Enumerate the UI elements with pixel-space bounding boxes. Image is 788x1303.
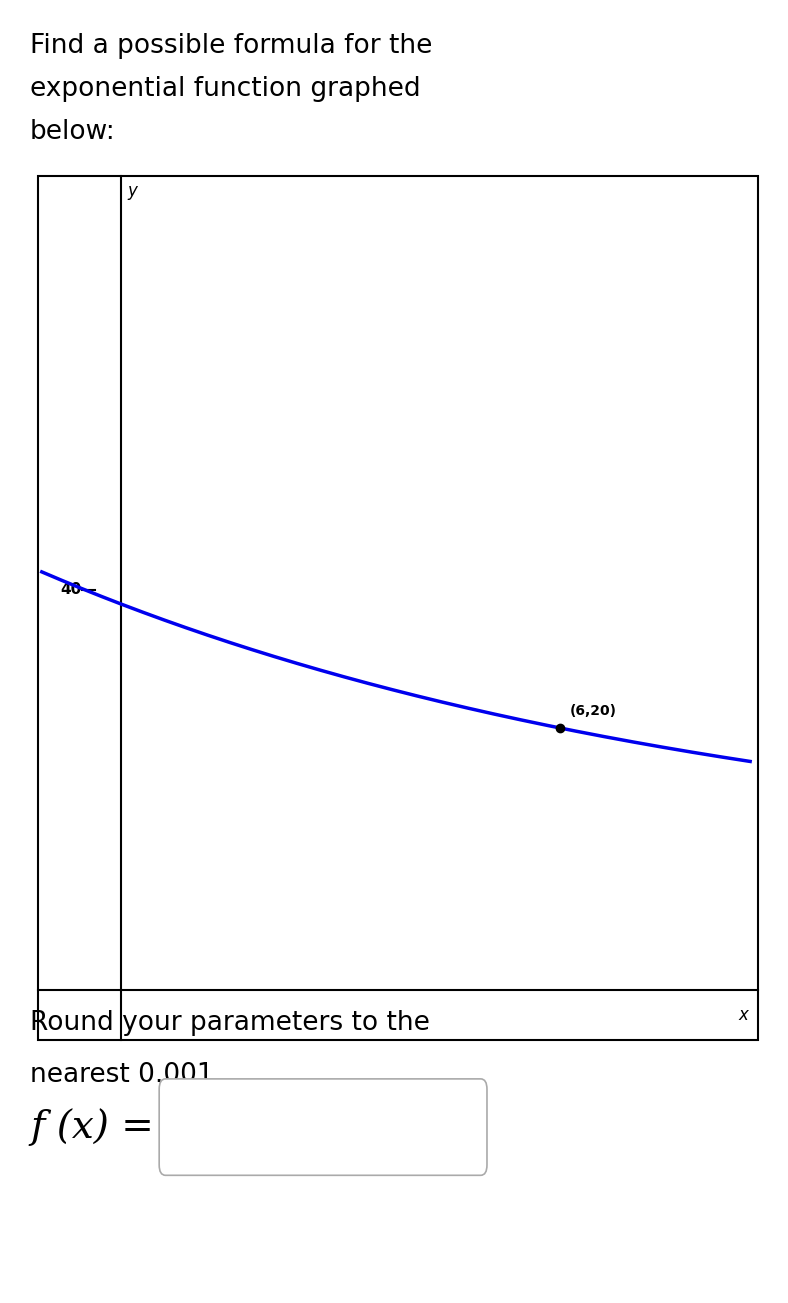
Text: nearest 0.001.: nearest 0.001. <box>30 1062 222 1088</box>
Text: x: x <box>738 1006 749 1024</box>
Text: f (x) =: f (x) = <box>30 1108 154 1147</box>
Bar <box>38 176 758 1040</box>
Text: y: y <box>127 182 137 201</box>
Text: Find a possible formula for the: Find a possible formula for the <box>30 33 433 59</box>
Text: below:: below: <box>30 119 116 145</box>
Text: (6,20): (6,20) <box>570 704 617 718</box>
Text: 40: 40 <box>60 582 81 598</box>
Text: exponential function graphed: exponential function graphed <box>30 76 421 102</box>
Text: Round your parameters to the: Round your parameters to the <box>30 1010 429 1036</box>
FancyBboxPatch shape <box>159 1079 487 1175</box>
